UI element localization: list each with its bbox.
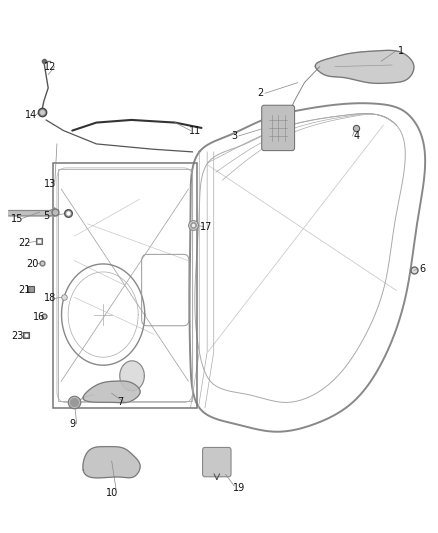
Polygon shape	[83, 381, 140, 403]
Text: 10: 10	[106, 488, 118, 498]
Text: 20: 20	[27, 259, 39, 269]
FancyBboxPatch shape	[202, 448, 231, 477]
Text: 19: 19	[233, 483, 245, 492]
Text: 5: 5	[43, 211, 49, 221]
Text: 18: 18	[44, 294, 57, 303]
Text: 16: 16	[33, 312, 46, 322]
Text: 4: 4	[354, 131, 360, 141]
Text: 22: 22	[18, 238, 30, 247]
FancyBboxPatch shape	[262, 106, 294, 150]
Text: 21: 21	[18, 286, 30, 295]
Polygon shape	[120, 361, 144, 391]
Text: 15: 15	[11, 214, 24, 223]
Text: 13: 13	[44, 179, 57, 189]
Text: 12: 12	[44, 62, 57, 71]
Polygon shape	[315, 50, 414, 83]
Text: 7: 7	[117, 398, 124, 407]
Text: 17: 17	[200, 222, 212, 231]
Text: 9: 9	[69, 419, 75, 429]
Text: 23: 23	[11, 331, 24, 341]
Text: 2: 2	[258, 88, 264, 98]
Polygon shape	[9, 208, 57, 216]
Text: 3: 3	[231, 131, 237, 141]
Text: 6: 6	[420, 264, 426, 274]
Text: 14: 14	[25, 110, 37, 119]
Text: 11: 11	[189, 126, 201, 135]
Bar	[53, 163, 197, 408]
Text: 1: 1	[398, 46, 404, 55]
Polygon shape	[83, 447, 140, 478]
Bar	[58, 169, 192, 401]
